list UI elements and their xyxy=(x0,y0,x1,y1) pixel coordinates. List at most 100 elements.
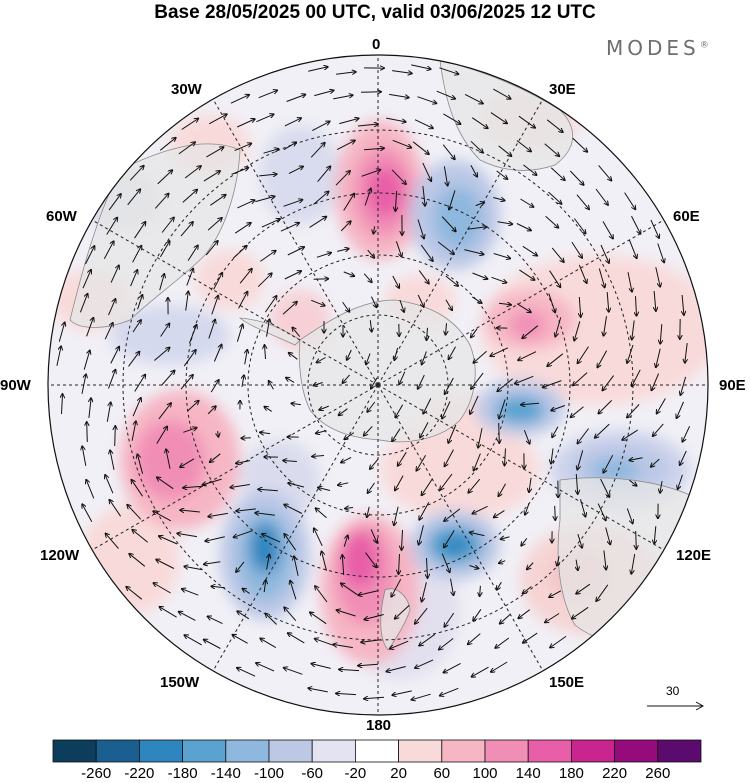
wind-arrow xyxy=(256,114,273,123)
wind-arrow xyxy=(651,373,660,391)
wind-arrow xyxy=(367,506,369,517)
wind-arrow xyxy=(109,500,122,517)
wind-arrow xyxy=(516,303,531,313)
wind-arrow xyxy=(470,140,483,152)
wind-arrow xyxy=(339,408,348,416)
wind-arrow xyxy=(159,241,169,258)
wind-arrow xyxy=(574,321,581,340)
wind-arrow xyxy=(469,566,479,569)
wind-arrow xyxy=(159,138,176,151)
wind-arrow xyxy=(203,171,220,182)
wind-arrow xyxy=(237,611,250,620)
wind-arrow xyxy=(108,370,116,389)
wind-arrow xyxy=(234,143,252,152)
wind-arrow xyxy=(137,454,144,474)
wind-arrow xyxy=(316,253,331,258)
wind-arrow xyxy=(286,378,295,383)
wind-arrow xyxy=(371,377,378,389)
lon-label-120w: 120W xyxy=(40,547,80,564)
wind-arrow xyxy=(480,585,481,596)
wind-arrow xyxy=(234,223,251,234)
wind-arrow xyxy=(497,378,514,392)
wind-arrow xyxy=(577,450,584,469)
wind-arrow xyxy=(283,142,296,151)
wind-arrow xyxy=(598,268,604,288)
wind-arrow xyxy=(183,486,204,488)
wind-arrow xyxy=(181,119,199,130)
colorbar-tick-label: -140 xyxy=(210,765,241,782)
wind-arrow xyxy=(182,190,197,203)
colorbar-tick-label: 140 xyxy=(515,765,541,782)
wind-arrow xyxy=(522,325,539,339)
colorbar-tick-label: 60 xyxy=(433,765,451,782)
wind-arrow xyxy=(494,510,505,518)
wind-arrow xyxy=(62,394,63,415)
wind-arrow xyxy=(284,607,297,622)
wind-arrow xyxy=(311,664,331,669)
wind-arrow xyxy=(498,303,511,305)
wind-arrow xyxy=(183,428,196,433)
wind-arrow xyxy=(264,580,266,593)
wind-arrow xyxy=(391,169,406,184)
wind-arrow xyxy=(186,269,193,286)
wind-arrow xyxy=(472,505,488,513)
wind-arrow xyxy=(518,609,531,619)
wind-arrow xyxy=(490,347,509,356)
wind-arrow xyxy=(177,533,197,538)
wind-arrow xyxy=(467,227,486,229)
wind-arrow xyxy=(342,374,350,383)
wind-arrow xyxy=(314,90,333,97)
wind-arrow xyxy=(525,503,530,515)
wind-arrow xyxy=(343,194,355,211)
wind-arrow xyxy=(231,168,249,175)
wind-arrow xyxy=(440,473,453,490)
wind-arrow xyxy=(543,380,562,388)
wind-arrow xyxy=(237,668,256,677)
wind-arrow xyxy=(557,556,559,565)
wind-arrow xyxy=(412,141,429,154)
wind-arrow xyxy=(632,369,641,386)
reference-vector-value: 30 xyxy=(666,684,680,698)
wind-arrow xyxy=(551,247,564,262)
wind-arrow xyxy=(392,70,412,74)
wind-arrow xyxy=(505,448,506,466)
wind-arrow xyxy=(284,271,301,280)
lon-label-60e: 60E xyxy=(673,208,700,225)
wind-arrow xyxy=(572,137,588,152)
wind-arrow xyxy=(333,644,353,649)
lon-label-0: 0 xyxy=(372,36,381,53)
wind-arrow xyxy=(115,426,116,447)
wind-arrow xyxy=(551,405,566,411)
wind-arrow xyxy=(284,534,297,551)
wind-arrow xyxy=(529,477,531,492)
wind-arrow xyxy=(523,430,529,444)
lon-label-180: 180 xyxy=(366,717,392,734)
wind-arrow xyxy=(416,455,427,470)
wind-arrow xyxy=(338,483,349,485)
wind-arrow xyxy=(184,166,201,179)
wind-arrow xyxy=(309,217,327,228)
wind-arrow xyxy=(205,241,218,256)
wind-arrow xyxy=(132,246,142,263)
wind-vectors xyxy=(56,64,691,700)
wind-arrow xyxy=(156,560,175,569)
wind-arrow xyxy=(284,505,303,514)
wind-arrow xyxy=(283,200,303,207)
wind-arrow xyxy=(523,164,536,175)
wind-arrow xyxy=(573,372,588,386)
wind-arrow xyxy=(210,380,219,393)
wind-arrow xyxy=(545,613,560,623)
wind-arrow xyxy=(87,422,88,443)
wind-arrow xyxy=(314,528,323,547)
wind-arrow xyxy=(440,687,459,695)
wind-arrow xyxy=(411,64,431,69)
antarctic-peninsula xyxy=(238,317,301,346)
south-pole-marker xyxy=(376,383,380,387)
wind-arrow xyxy=(316,508,327,519)
wind-arrow xyxy=(264,296,276,313)
wind-arrow xyxy=(208,512,228,516)
wind-arrow xyxy=(464,249,483,255)
wind-arrow xyxy=(423,186,425,206)
wind-arrow xyxy=(310,612,327,625)
wind-arrow xyxy=(180,458,195,467)
